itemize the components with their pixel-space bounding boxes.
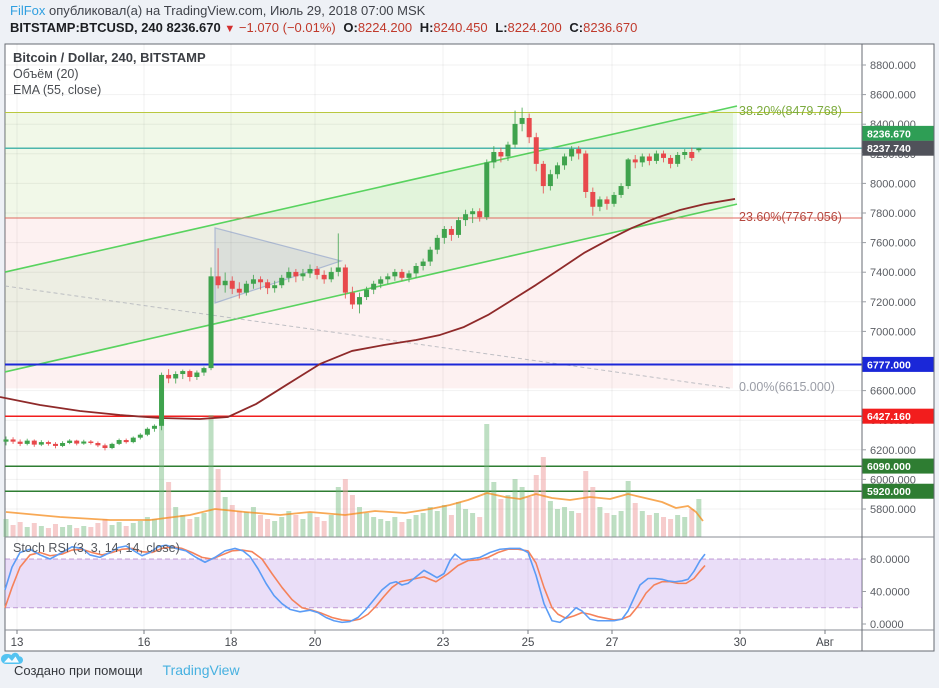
open-label: O: (343, 20, 358, 35)
fib-label-1: 23.60%(7767.056) (739, 209, 842, 224)
svg-text:8236.670: 8236.670 (867, 128, 911, 140)
low-label: L: (495, 20, 508, 35)
symbol-title: BITSTAMP:BTCUSD, 240 (10, 20, 163, 35)
svg-text:23: 23 (437, 637, 450, 649)
ema-line (0, 198, 736, 420)
svg-text:13: 13 (11, 637, 24, 649)
published-text: опубликовал(а) на TradingView.com, Июль … (49, 3, 426, 18)
last-price: 8236.670 (166, 20, 221, 35)
svg-text:Авг: Авг (816, 637, 834, 649)
low-value: 8224.200 (507, 20, 562, 35)
svg-text:8600.000: 8600.000 (870, 90, 916, 102)
svg-text:20: 20 (309, 637, 322, 649)
close-value: 8236.670 (583, 20, 638, 35)
svg-text:8237.740: 8237.740 (867, 143, 911, 155)
publish-line: FilFox опубликовал(а) на TradingView.com… (10, 2, 930, 19)
legend-volume: Объём (20) (13, 67, 79, 81)
volume-ma-line (5, 492, 704, 522)
fib-label-0: 38.20%(8479.768) (739, 104, 842, 119)
svg-text:27: 27 (606, 637, 619, 649)
fib-baseline (4, 285, 733, 389)
svg-text:7800.000: 7800.000 (870, 208, 916, 220)
legend-ema: EMA (55, close) (13, 83, 102, 97)
time-axis[interactable]: 13 16 18 20 23 25 27 30 Авг (11, 630, 834, 649)
svg-text:6000.000: 6000.000 (870, 474, 916, 486)
svg-text:7000.000: 7000.000 (870, 326, 916, 338)
high-value: 8240.450 (433, 20, 488, 35)
footer: Создано при помощи TradingView (0, 652, 939, 688)
svg-text:8800.000: 8800.000 (870, 60, 916, 72)
candles (3, 107, 702, 451)
trend-channel (4, 105, 738, 373)
stoch-panel (4, 544, 862, 624)
svg-text:6200.000: 6200.000 (870, 445, 916, 457)
svg-text:7600.000: 7600.000 (870, 238, 916, 250)
volume-bars (3, 415, 702, 537)
svg-text:6090.000: 6090.000 (867, 461, 911, 473)
svg-text:7200.000: 7200.000 (870, 297, 916, 309)
chart-legend: Bitcoin / Dollar, 240, BITSTAMP Объём (2… (13, 50, 206, 99)
header: FilFox опубликовал(а) на TradingView.com… (10, 2, 930, 37)
gridlines (5, 44, 862, 630)
svg-text:25: 25 (522, 637, 535, 649)
svg-text:6427.160: 6427.160 (867, 411, 911, 423)
svg-text:0.0000: 0.0000 (870, 619, 904, 631)
svg-text:16: 16 (138, 637, 151, 649)
svg-text:5800.000: 5800.000 (870, 504, 916, 516)
tradingview-brand-link[interactable]: TradingView (162, 662, 240, 678)
author-link[interactable]: FilFox (10, 3, 46, 18)
legend-symbol: Bitcoin / Dollar, 240, BITSTAMP (13, 50, 206, 65)
fib-label-2: 0.00%(6615.000) (739, 380, 835, 395)
close-label: C: (569, 20, 584, 35)
svg-text:30: 30 (734, 637, 747, 649)
fib-zones (5, 112, 733, 389)
footer-text: Создано при помощи (14, 662, 143, 678)
price-badges: 8236.670 8237.740 6777.000 6427.160 6090.000… (862, 125, 934, 499)
svg-text:7400.000: 7400.000 (870, 267, 916, 279)
change-text: −1.070 (−0.01%) (238, 20, 336, 35)
svg-text:40.0000: 40.0000 (870, 587, 910, 599)
svg-text:5920.000: 5920.000 (867, 486, 911, 498)
panel-separators (5, 44, 934, 651)
svg-text:80.0000: 80.0000 (870, 554, 910, 566)
change-down-icon: ▼ (224, 23, 236, 35)
chart-plot-area[interactable] (5, 44, 862, 651)
stoch-rsi-label: Stoch RSI (3, 3, 14, 14, close) (13, 541, 180, 555)
level-lines (5, 111, 862, 492)
high-label: H: (419, 20, 434, 35)
svg-text:6777.000: 6777.000 (867, 359, 911, 371)
svg-text:8000.000: 8000.000 (870, 178, 916, 190)
svg-text:6600.000: 6600.000 (870, 386, 916, 398)
open-value: 8224.200 (357, 20, 413, 35)
symbol-line: BITSTAMP:BTCUSD, 240 8236.670 ▼ −1.070 (… (10, 19, 930, 37)
svg-text:18: 18 (225, 637, 238, 649)
